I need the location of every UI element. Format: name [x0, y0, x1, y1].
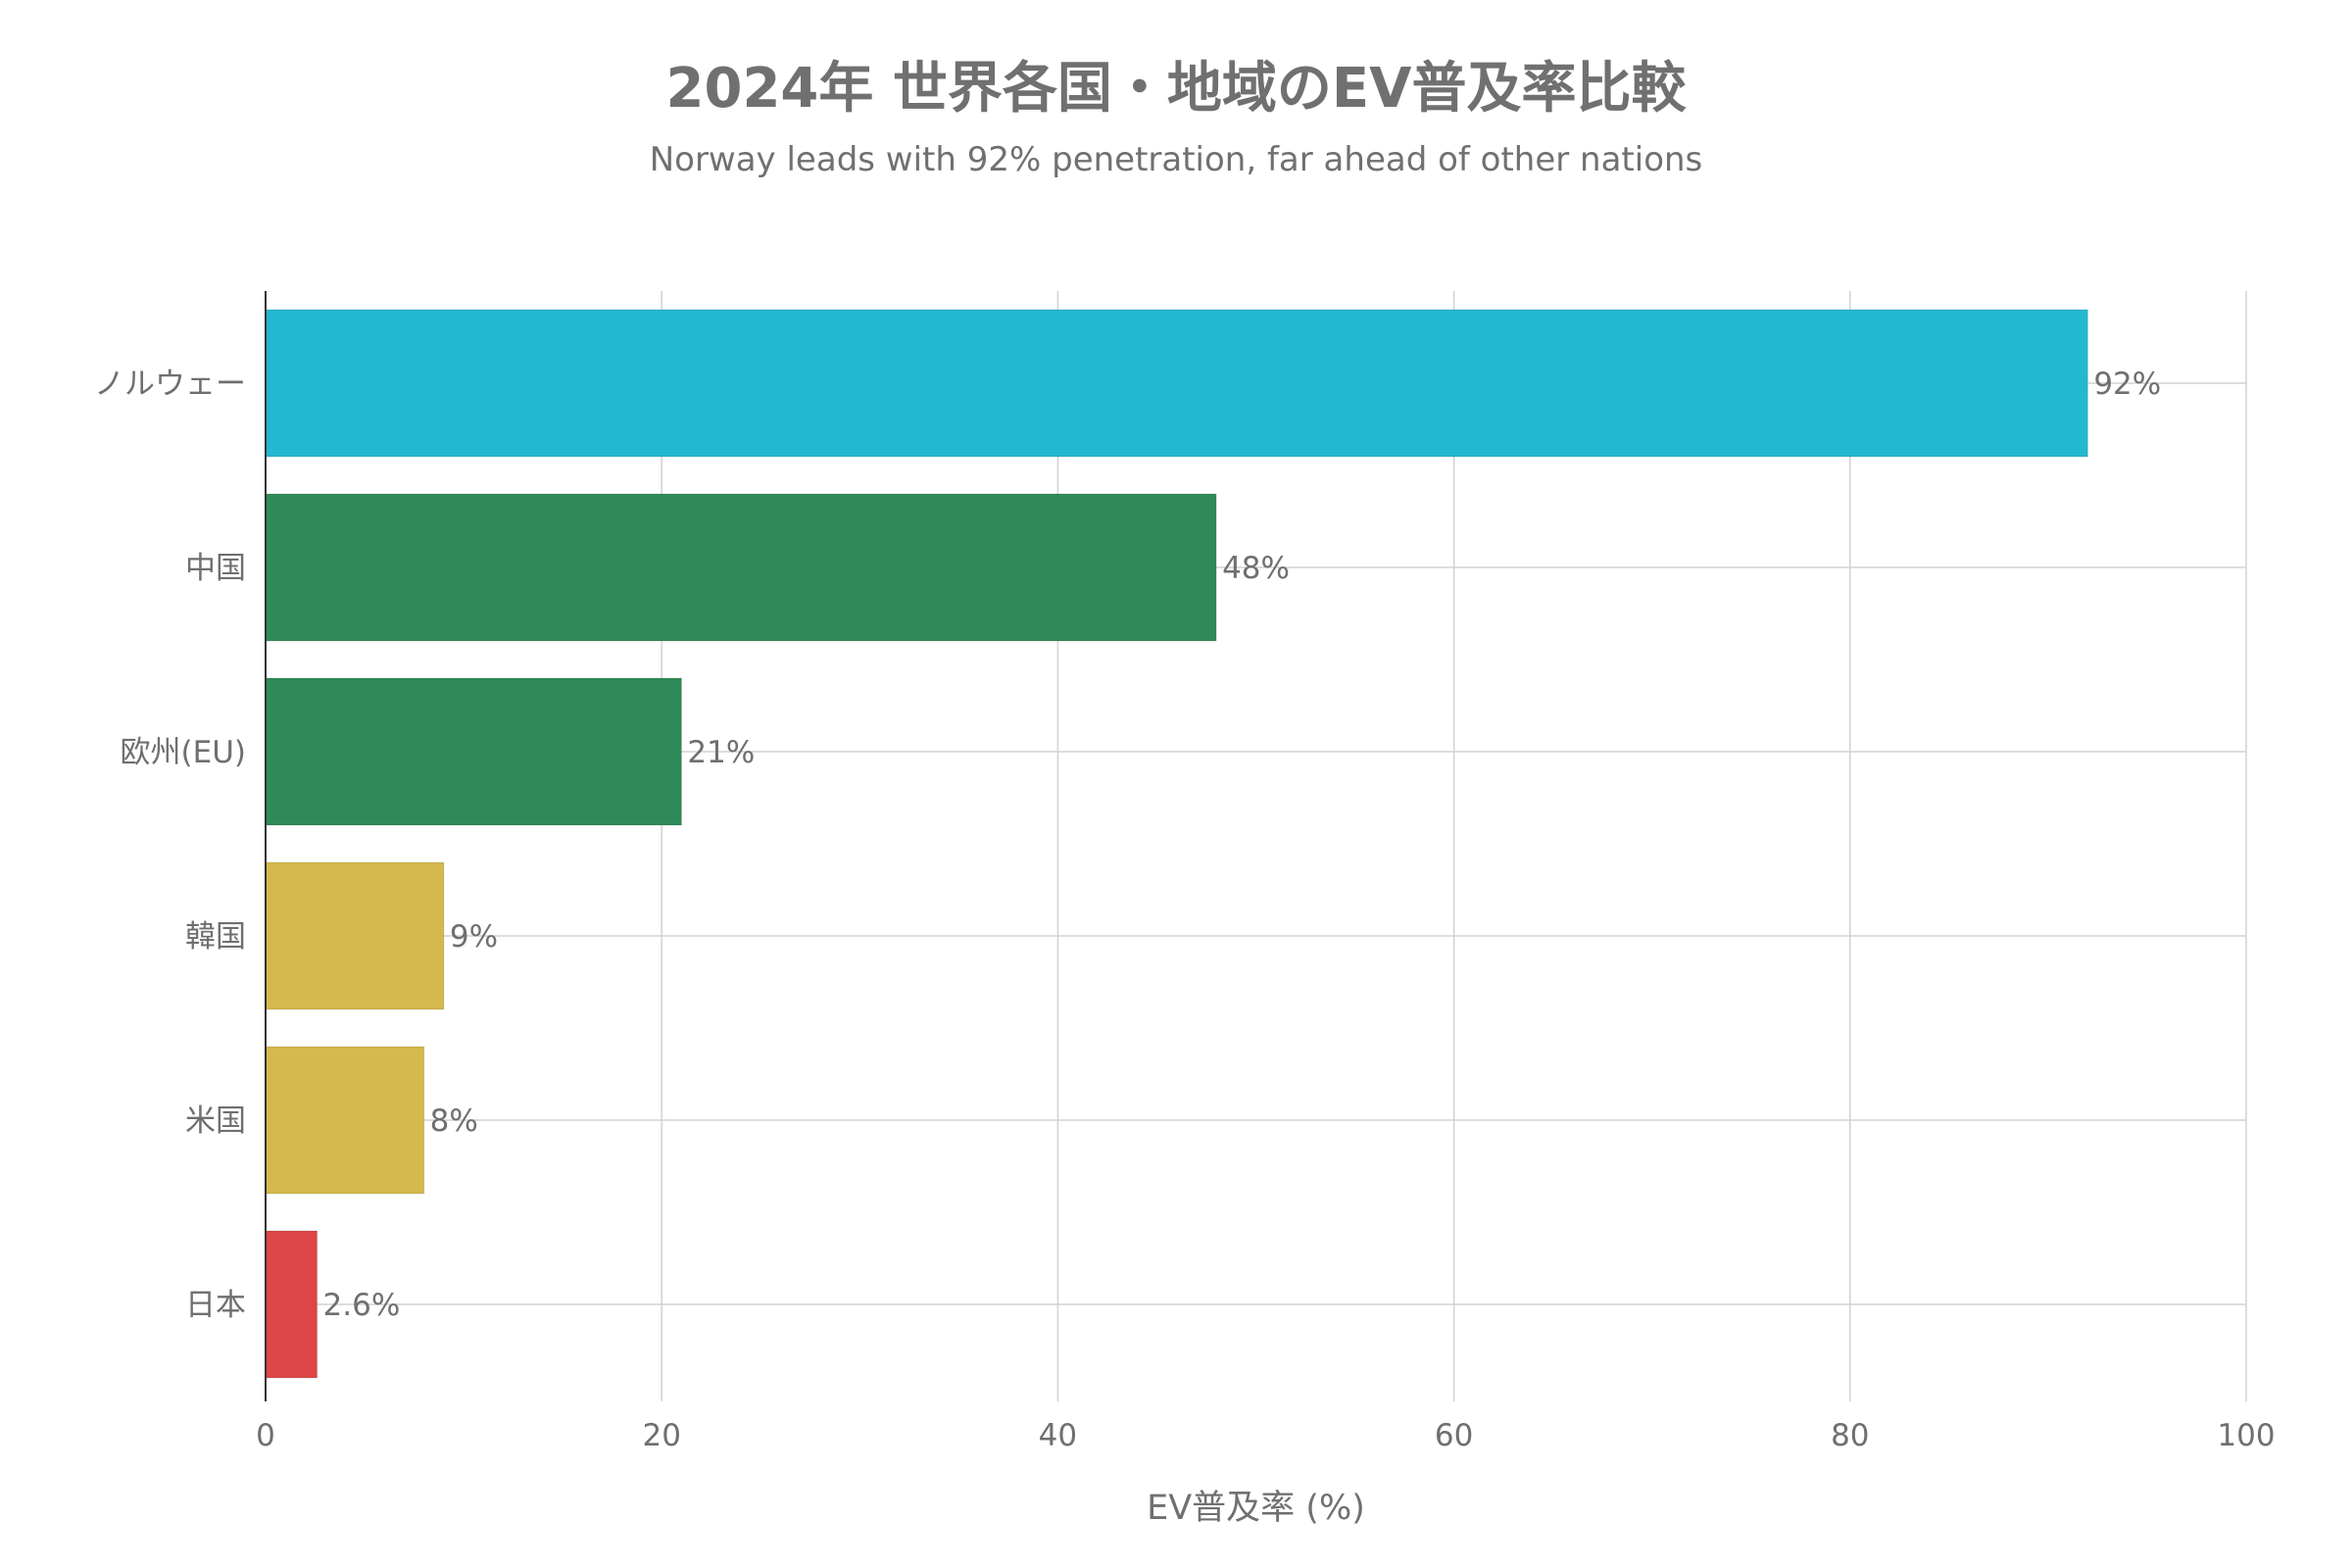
x-tick-label: 100 [2217, 1418, 2275, 1453]
data-label: 48% [1222, 551, 1290, 586]
bar-4 [265, 861, 445, 1010]
category-label: 欧州(EU) [121, 735, 246, 770]
x-tick-label: 20 [642, 1418, 680, 1453]
bar-2 [265, 493, 1217, 642]
category-label: 日本 [185, 1288, 246, 1323]
x-tick-label: 40 [1039, 1418, 1077, 1453]
bar-5 [265, 1046, 425, 1195]
category-label: ノルウェー [94, 367, 246, 402]
x-axis-title: EV普及率 (%) [1147, 1489, 1365, 1528]
category-label: 中国 [185, 551, 246, 586]
x-tick-label: 0 [256, 1418, 275, 1453]
chart-subtitle: Norway leads with 92% penetration, far a… [649, 140, 1703, 179]
data-label: 92% [2093, 367, 2161, 402]
bar-1 [265, 309, 2088, 458]
category-label: 韓国 [185, 919, 246, 955]
category-label: 米国 [185, 1103, 246, 1139]
chart-title: 2024年 世界各国・地域のEV普及率比較 [665, 57, 1687, 121]
data-label: 2.6% [323, 1288, 401, 1323]
bar-6 [265, 1230, 318, 1379]
bar-3 [265, 677, 682, 826]
x-tick-label: 80 [1831, 1418, 1869, 1453]
data-label: 8% [430, 1103, 478, 1139]
data-label: 21% [687, 735, 755, 770]
x-tick-label: 60 [1435, 1418, 1473, 1453]
data-label: 9% [450, 919, 498, 955]
